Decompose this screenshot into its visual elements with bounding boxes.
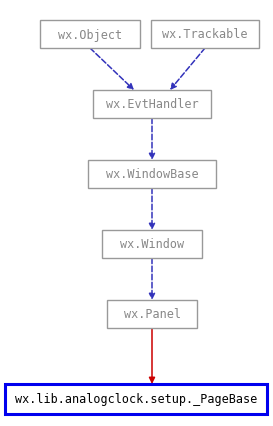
Text: wx.lib.analogclock.setup._PageBase: wx.lib.analogclock.setup._PageBase — [15, 393, 257, 406]
Text: wx.Object: wx.Object — [58, 29, 122, 41]
Text: wx.Panel: wx.Panel — [123, 308, 180, 321]
FancyBboxPatch shape — [107, 300, 197, 328]
FancyBboxPatch shape — [88, 161, 216, 189]
FancyBboxPatch shape — [5, 384, 267, 414]
Text: wx.WindowBase: wx.WindowBase — [106, 168, 198, 181]
FancyBboxPatch shape — [102, 230, 202, 259]
FancyBboxPatch shape — [93, 91, 211, 119]
FancyBboxPatch shape — [40, 21, 140, 49]
FancyBboxPatch shape — [151, 21, 259, 49]
Text: wx.EvtHandler: wx.EvtHandler — [106, 98, 198, 111]
Text: wx.Trackable: wx.Trackable — [162, 29, 248, 41]
Text: wx.Window: wx.Window — [120, 238, 184, 251]
